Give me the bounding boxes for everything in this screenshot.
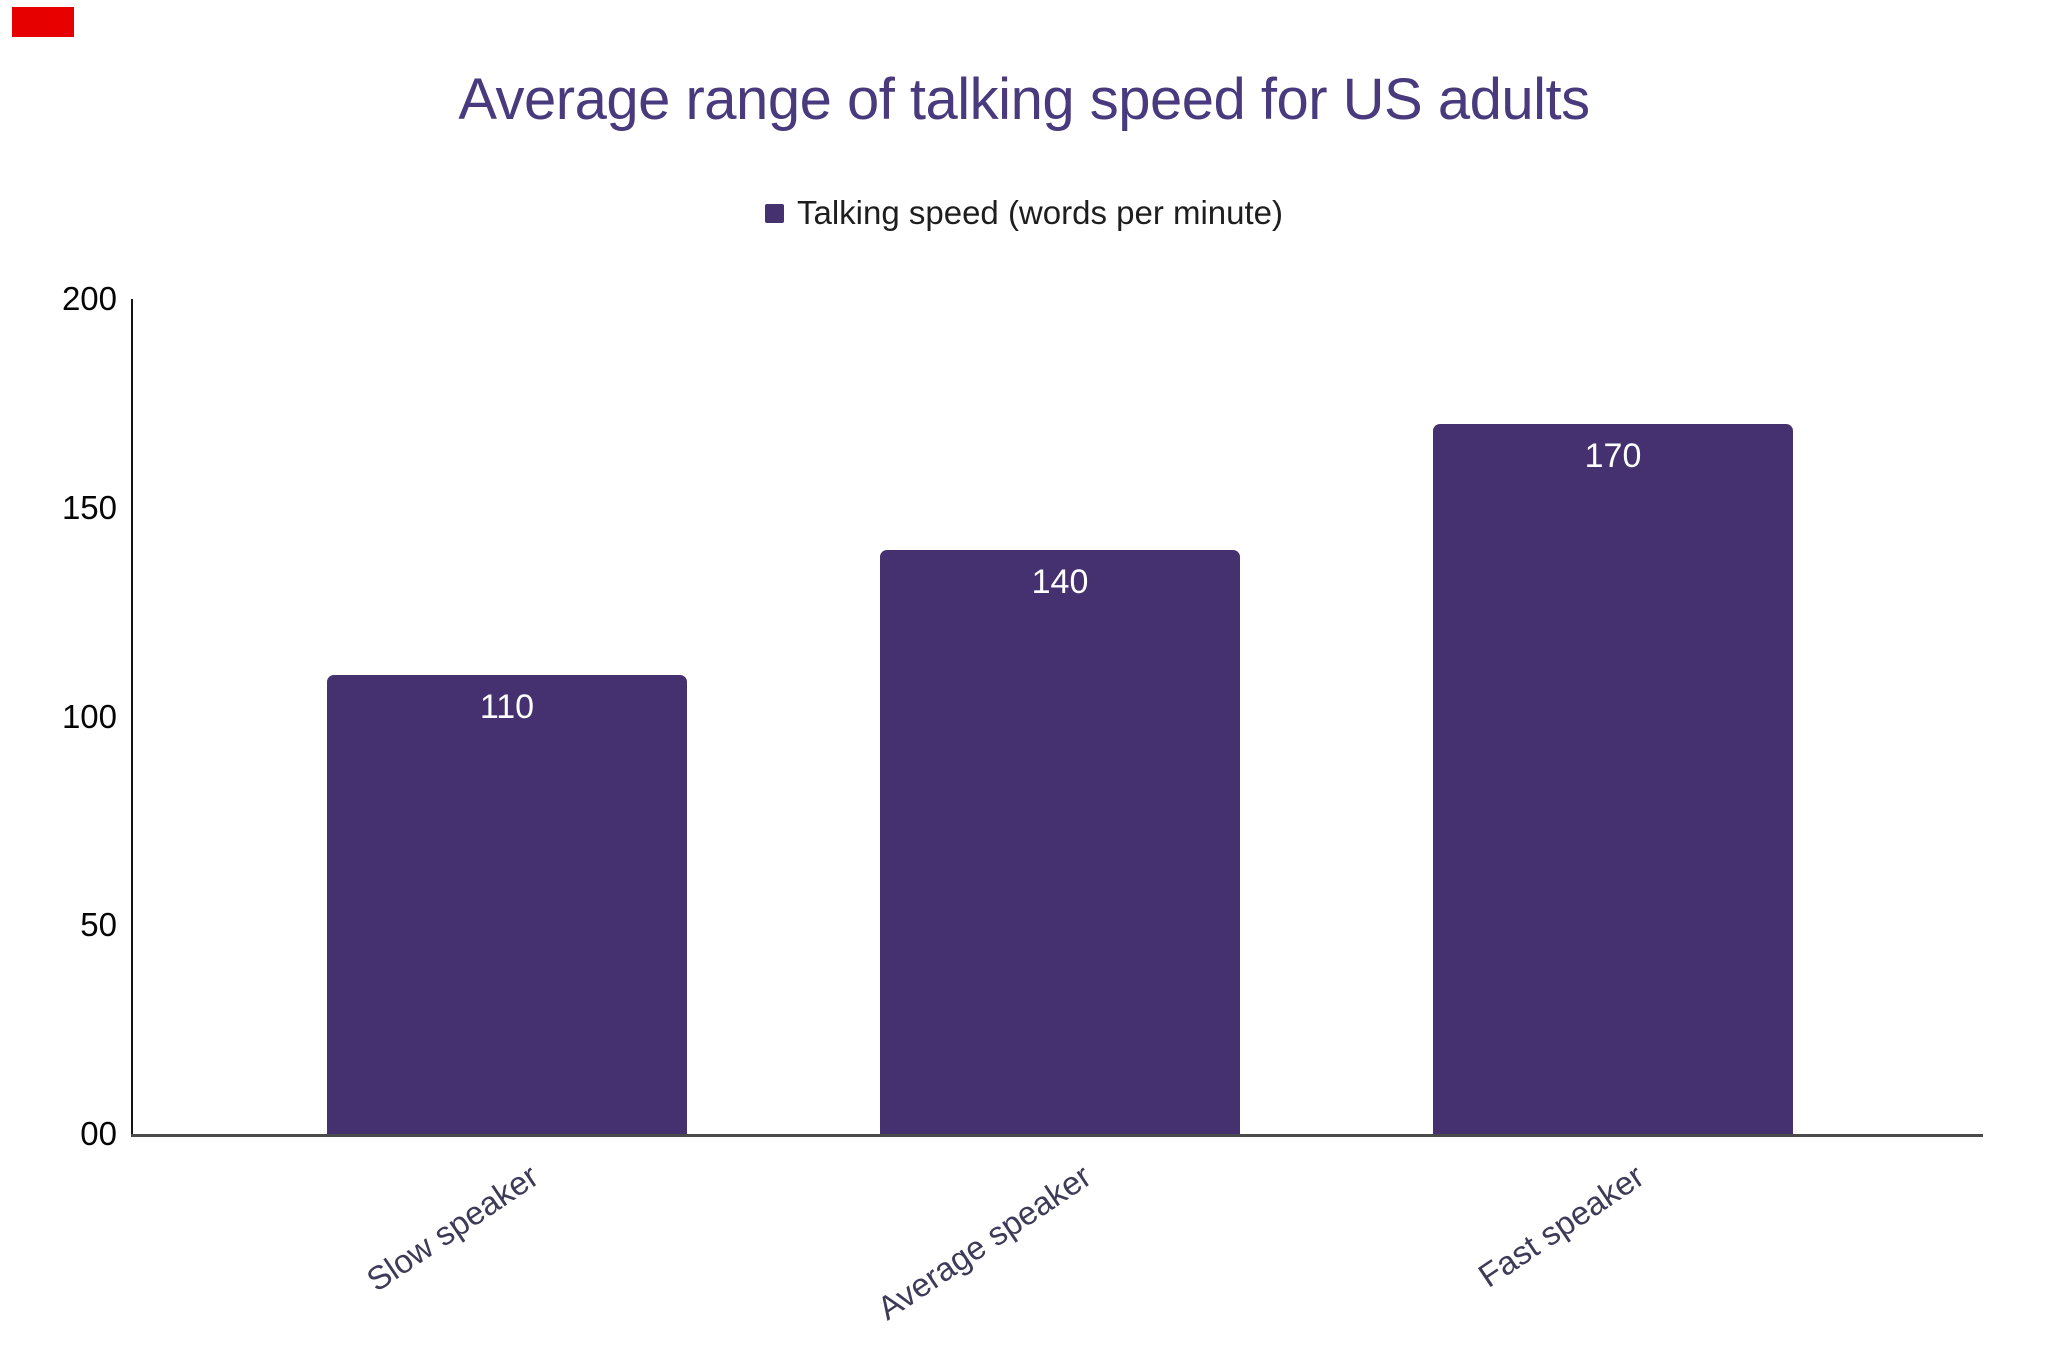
x-axis-baseline	[131, 1134, 1983, 1137]
y-axis-line	[131, 299, 133, 1136]
legend: Talking speed (words per minute)	[0, 194, 2048, 232]
corner-red-marker	[12, 7, 74, 37]
bar-average-speaker: 140	[880, 549, 1240, 1134]
x-category-label: Fast speaker	[1471, 1157, 1651, 1295]
chart-title: Average range of talking speed for US ad…	[458, 67, 1590, 132]
legend-swatch-icon	[764, 203, 784, 223]
x-category-label: Slow speaker	[359, 1157, 545, 1299]
bar-fast-speaker: 170	[1433, 424, 1793, 1134]
y-tick-label: 00	[80, 1115, 117, 1152]
y-tick-label: 200	[61, 280, 117, 317]
bar-value-label: 170	[1584, 437, 1642, 476]
legend-label: Talking speed (words per minute)	[796, 194, 1284, 231]
y-tick-label: 100	[61, 697, 117, 735]
bar-value-label: 140	[1031, 562, 1089, 601]
x-category-label: Average speaker	[870, 1157, 1098, 1327]
y-tick-label: 50	[80, 906, 117, 944]
bar-value-label: 110	[479, 687, 535, 726]
y-tick-label: 150	[61, 488, 117, 526]
bar-slow-speaker: 110	[327, 674, 687, 1134]
